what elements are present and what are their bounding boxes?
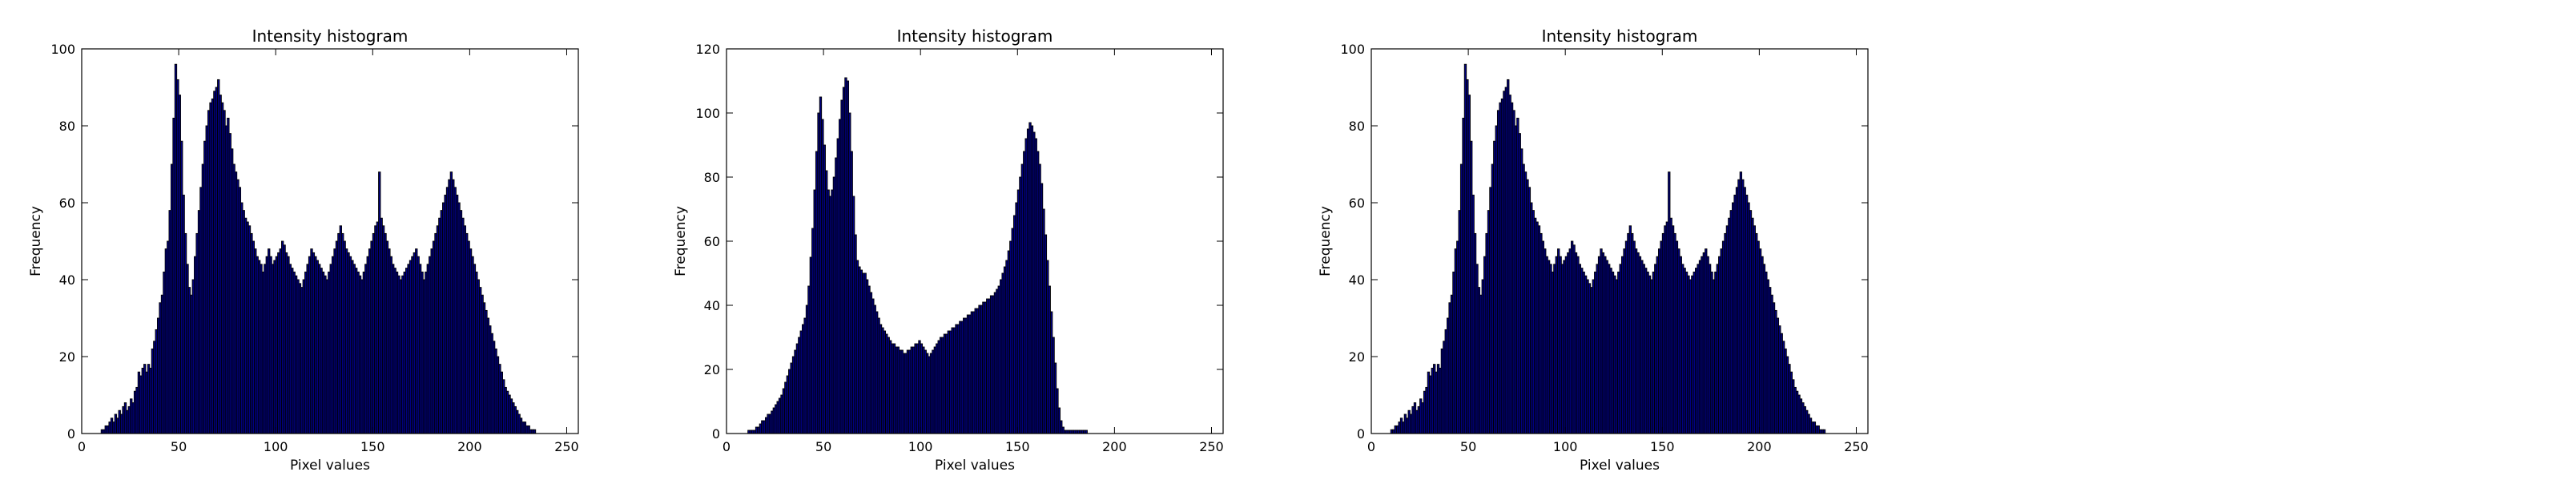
x-tick-label: 100 — [264, 439, 288, 454]
x-tick-label: 50 — [1460, 439, 1476, 454]
plot-frame — [1371, 48, 1869, 434]
y-axis-label: Frequency — [1318, 206, 1334, 276]
x-tick-label: 250 — [1844, 439, 1869, 454]
chart-title: Intensity histogram — [252, 26, 409, 46]
plot-frame — [81, 48, 579, 434]
x-axis-label: Pixel values — [290, 458, 370, 474]
y-tick-label: 80 — [1349, 119, 1365, 134]
x-axis-label: Pixel values — [1580, 458, 1660, 474]
x-tick-label: 250 — [554, 439, 579, 454]
y-tick-label: 20 — [59, 349, 75, 365]
histogram-bar — [533, 429, 537, 434]
x-tick-label: 150 — [1005, 439, 1030, 454]
x-tick-label: 50 — [815, 439, 831, 454]
histogram-bar — [1822, 429, 1826, 434]
bar-group — [100, 63, 537, 434]
y-tick-label: 100 — [1340, 42, 1365, 57]
x-tick-label: 200 — [1102, 439, 1127, 454]
x-tick-label: 150 — [360, 439, 385, 454]
y-tick-label: 100 — [50, 42, 75, 57]
chart-panel-2: 0 50 100 150 200 250 0 20 40 60 80 100 120 Intensity … — [673, 26, 1224, 474]
x-tick-label: 100 — [908, 439, 933, 454]
y-tick-label: 20 — [1349, 349, 1365, 365]
y-tick-label: 0 — [67, 426, 75, 442]
x-tick-label: 150 — [1650, 439, 1675, 454]
bar-group — [747, 77, 1088, 434]
x-tick-label: 200 — [457, 439, 482, 454]
chart-title: Intensity histogram — [897, 26, 1053, 46]
y-tick-label: 80 — [704, 170, 720, 185]
x-tick-label: 0 — [78, 439, 86, 454]
y-tick-label: 60 — [59, 196, 75, 211]
x-tick-label: 0 — [1367, 439, 1375, 454]
y-tick-label: 40 — [1349, 272, 1365, 288]
y-axis-label: Frequency — [28, 206, 44, 276]
y-tick-label: 0 — [712, 426, 720, 442]
y-tick-label: 80 — [59, 119, 75, 134]
x-axis-label: Pixel values — [935, 458, 1015, 474]
y-tick-label: 120 — [695, 42, 720, 57]
chart-panel-3: 0 50 100 150 200 250 0 20 40 60 80 100 Intensity his… — [1318, 26, 1869, 474]
y-tick-label: 40 — [59, 272, 75, 288]
y-tick-label: 20 — [704, 362, 720, 377]
y-tick-label: 100 — [695, 106, 720, 121]
x-tick-label: 50 — [171, 439, 187, 454]
y-tick-label: 60 — [704, 234, 720, 249]
x-tick-label: 100 — [1553, 439, 1578, 454]
y-tick-label: 60 — [1349, 196, 1365, 211]
y-axis-label: Frequency — [673, 206, 689, 276]
bar-group — [1390, 63, 1826, 434]
y-tick-label: 0 — [1357, 426, 1365, 442]
chart-title: Intensity histogram — [1542, 26, 1698, 46]
chart-panel-1: 0 50 100 150 200 250 0 20 40 60 80 100 Intensity his… — [28, 26, 579, 474]
x-tick-label: 0 — [722, 439, 731, 454]
x-tick-label: 250 — [1199, 439, 1224, 454]
y-tick-label: 40 — [704, 298, 720, 313]
x-tick-label: 200 — [1747, 439, 1772, 454]
